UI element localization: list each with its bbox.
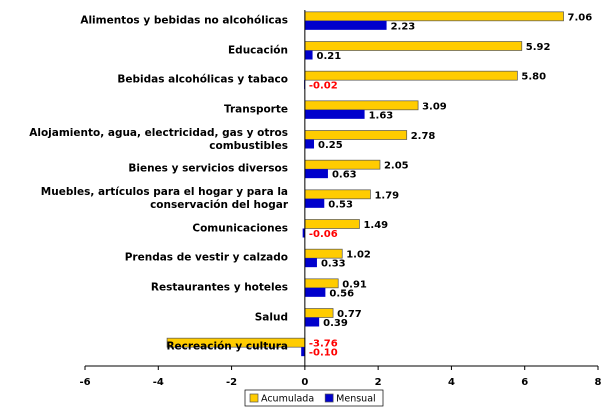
bar xyxy=(304,278,339,289)
bar xyxy=(304,109,365,119)
value-label: 0.39 xyxy=(323,318,348,329)
value-label: 0.77 xyxy=(337,309,362,320)
bar xyxy=(304,169,328,179)
value-label: 2.23 xyxy=(391,21,416,32)
category-label: Restaurantes y hoteles xyxy=(150,281,288,294)
value-label: 1.02 xyxy=(346,250,371,261)
x-tick-label: 4 xyxy=(448,377,455,388)
value-label: 2.05 xyxy=(384,161,409,172)
bar xyxy=(301,347,305,357)
value-label: 1.49 xyxy=(363,220,388,231)
value-label: -0.10 xyxy=(309,348,338,359)
category-label: Educación xyxy=(228,44,288,56)
bar xyxy=(304,130,408,140)
bar xyxy=(304,11,564,22)
x-tick-label: 8 xyxy=(595,377,601,388)
category-label: Bienes y servicios diversos xyxy=(128,162,288,175)
x-tick-label: 0 xyxy=(301,377,308,388)
category-label: Prendas de vestir y calzado xyxy=(124,251,288,264)
bar xyxy=(304,189,371,200)
bar xyxy=(304,317,320,327)
legend-label: Acumulada xyxy=(261,394,314,405)
legend-box xyxy=(244,389,384,407)
category-label: Transporte xyxy=(223,103,288,116)
value-label: 0.53 xyxy=(328,199,353,210)
bar xyxy=(304,219,360,229)
value-label: 1.63 xyxy=(369,110,394,121)
category-label: Bebidas alcohólicas y tabaco xyxy=(117,73,288,86)
bar xyxy=(302,228,305,238)
x-tick-label: 6 xyxy=(521,377,528,388)
x-tick-label: -4 xyxy=(153,377,164,388)
bar xyxy=(304,70,518,81)
bar xyxy=(304,308,334,318)
value-label: -0.02 xyxy=(309,81,338,92)
value-label: 0.21 xyxy=(317,51,342,62)
bar xyxy=(304,20,387,30)
bar xyxy=(304,50,313,60)
bar xyxy=(304,139,315,149)
category-label: Salud xyxy=(254,311,288,323)
value-label: 0.33 xyxy=(321,259,346,270)
category-label: Alimentos y bebidas no alcohólicas xyxy=(80,14,288,27)
x-tick-label: -6 xyxy=(79,377,90,388)
value-label: 5.92 xyxy=(526,42,551,53)
category-label: Muebles, artículos para el hogar y para … xyxy=(40,185,288,211)
value-label: -0.06 xyxy=(309,229,338,240)
bar xyxy=(304,258,317,268)
bar xyxy=(304,287,326,297)
category-label: Alojamiento, agua, electricidad, gas y o… xyxy=(29,126,288,152)
x-tick-label: -2 xyxy=(226,377,237,388)
bar xyxy=(304,100,419,111)
bar xyxy=(304,41,523,51)
x-tick-label: 2 xyxy=(375,377,382,388)
value-label: 0.63 xyxy=(332,170,357,181)
bar xyxy=(304,198,325,208)
bar xyxy=(304,159,381,170)
value-label: 5.80 xyxy=(521,72,546,83)
value-label: 0.56 xyxy=(329,288,354,299)
value-label: 7.06 xyxy=(568,12,593,23)
value-label: 0.91 xyxy=(342,279,367,290)
value-label: 3.09 xyxy=(422,101,447,112)
value-label: 2.78 xyxy=(411,131,436,142)
bar xyxy=(304,248,343,259)
category-label: Comunicaciones xyxy=(192,222,288,234)
value-label: 0.25 xyxy=(318,140,343,151)
legend-swatch xyxy=(249,393,259,403)
legend-label: Mensual xyxy=(336,394,376,405)
value-label: 1.79 xyxy=(374,190,399,201)
category-label: Recreación y cultura xyxy=(166,340,288,353)
legend-swatch xyxy=(324,393,334,403)
value-label: -3.76 xyxy=(309,339,338,350)
